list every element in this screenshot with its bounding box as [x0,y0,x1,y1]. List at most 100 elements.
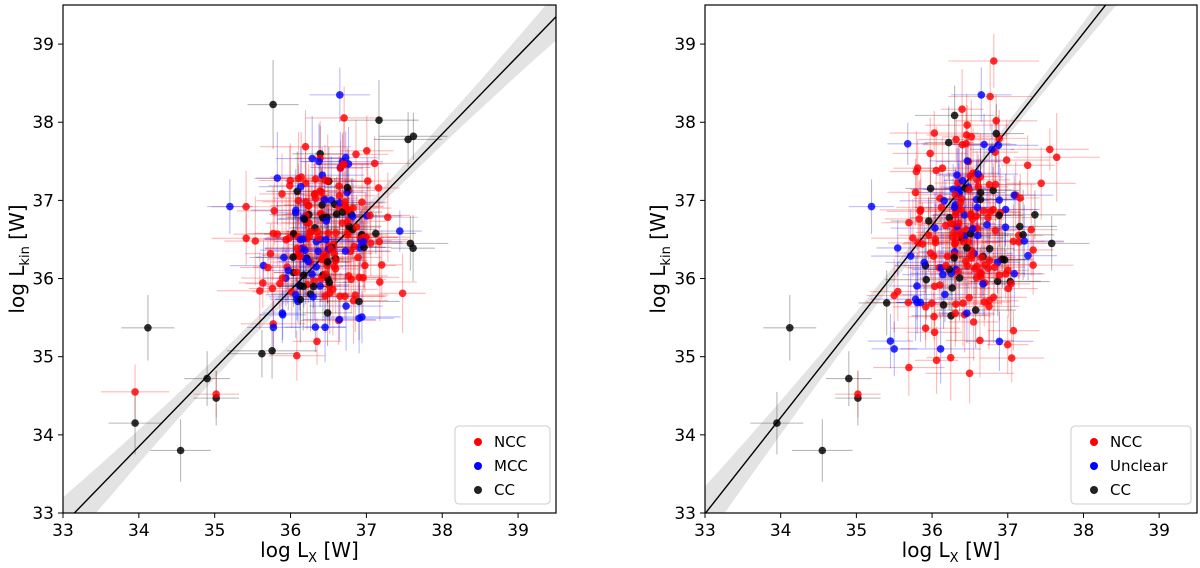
data-point-ncc [932,356,941,365]
data-point-cc [985,245,994,253]
data-point-ncc [340,114,348,122]
data-point-ncc [985,180,994,189]
data-point-ncc [358,198,366,206]
data-point-ncc [278,190,286,198]
left-y-axis-label: log Lkin [W] [5,204,33,313]
data-point-mcc [278,311,287,319]
left-legend-marker-cc [474,486,482,494]
data-point-ncc [909,234,917,242]
data-point-ncc [344,231,352,239]
data-point-mcc [936,345,945,353]
data-point-mcc [335,315,344,324]
data-point-cc [1016,222,1024,231]
data-point-ncc [1027,225,1035,234]
data-point-ncc [985,257,994,265]
data-point-mcc [941,290,949,299]
data-point-cc [300,271,308,280]
data-point-ncc [310,277,319,285]
data-point-mcc [973,203,982,212]
data-point-ncc [292,268,301,277]
data-point-mcc [311,323,320,331]
data-point-ncc [377,261,386,269]
data-point-ncc [990,57,998,65]
data-point-ncc [962,139,970,148]
data-point-ncc [984,264,992,273]
data-point-ncc [954,267,963,276]
data-point-ncc [972,273,981,282]
data-point-ncc [978,253,986,261]
data-point-ncc [911,188,920,197]
data-point-cc [948,284,956,292]
data-point-ncc [242,234,250,243]
data-point-ncc [1001,270,1010,278]
data-point-mcc [342,302,350,310]
data-point-cc [976,195,985,204]
data-point-ncc [989,293,998,302]
data-point-mcc [226,202,234,211]
data-point-ncc [932,166,940,175]
data-point-ncc [255,287,264,295]
data-point-cc [323,258,332,266]
data-point-ncc [928,299,936,308]
data-point-cc [944,138,953,147]
data-point-ncc [938,164,947,172]
data-point-ncc [301,142,310,151]
data-point-ncc [332,229,340,237]
data-point-mcc [1010,191,1018,199]
data-point-ncc [904,298,913,307]
data-point-mcc [348,212,357,221]
y-tick-label: 37 [674,191,696,211]
data-point-ncc [366,239,375,247]
data-point-ncc [980,298,988,306]
data-point-mcc [886,337,895,345]
data-point-ncc [986,208,995,216]
data-point-ncc [957,194,966,203]
data-point-mcc [315,157,323,166]
data-point-mcc [958,176,967,185]
data-point-mcc [1020,237,1029,245]
data-point-cc [993,277,1002,286]
data-point-ncc [317,275,325,283]
data-point-ncc [974,183,982,191]
data-point-mcc [320,196,329,204]
right-plot-area [705,5,1117,513]
data-point-mcc [284,266,293,275]
left-legend-label-mcc: MCC [494,457,528,475]
right-legend-box [1070,425,1192,505]
data-point-cc [1019,231,1027,239]
data-point-mcc [950,203,959,212]
data-point-ncc [259,279,267,287]
data-point-ncc [323,177,332,186]
data-point-cc [176,446,185,455]
data-point-mcc [903,140,912,148]
x-tick-label: 37 [356,521,378,541]
data-point-cc [332,210,341,218]
data-point-ncc [942,261,950,270]
left-legend-label-cc: CC [494,481,515,499]
data-point-ncc [352,150,360,159]
x-tick-label: 39 [507,521,529,541]
data-point-ncc [270,207,279,215]
data-point-ncc [973,262,981,271]
data-point-cc [375,116,383,124]
y-tick-label: 34 [674,426,696,446]
data-point-ncc [969,318,978,326]
data-point-mcc [931,224,939,232]
data-point-cc [300,215,309,224]
data-point-mcc [867,202,876,211]
data-point-ncc [1046,145,1054,154]
data-point-ncc [319,253,327,261]
data-point-mcc [308,270,316,279]
x-tick-label: 34 [128,521,150,541]
data-point-cc [992,129,1001,138]
data-point-ncc [354,253,362,262]
data-point-ncc [960,238,968,246]
data-point-ncc [905,218,913,227]
data-point-ncc [327,245,336,253]
right-legend-marker-ncc [1090,438,1098,446]
data-point-cc [296,295,305,304]
data-point-ncc [343,217,352,226]
data-point-ncc [965,369,974,378]
y-tick-label: 39 [32,35,54,55]
data-point-cc [269,100,277,109]
